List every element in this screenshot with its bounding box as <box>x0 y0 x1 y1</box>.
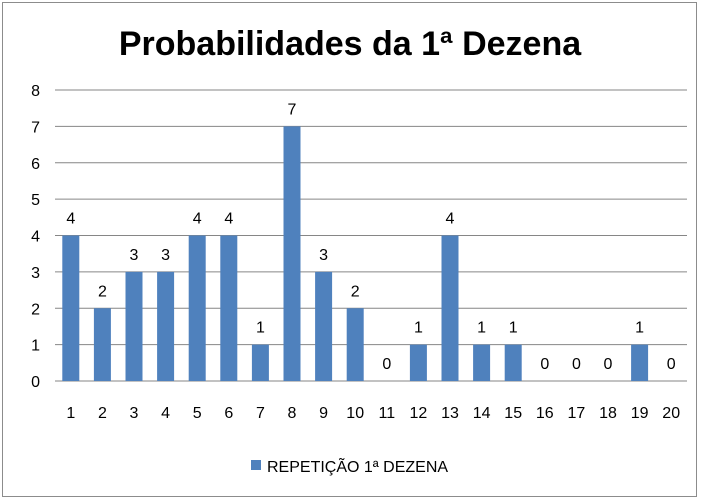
x-tick-label: 19 <box>631 405 649 422</box>
y-tick-label: 6 <box>31 156 40 173</box>
x-tick-label: 16 <box>536 405 554 422</box>
data-label: 1 <box>477 320 486 337</box>
legend-swatch <box>251 460 261 470</box>
data-label: 0 <box>540 356 549 373</box>
x-tick-label: 12 <box>410 405 428 422</box>
y-axis-ticks: 0 1 2 3 4 5 6 7 8 <box>31 83 40 391</box>
data-label: 1 <box>509 320 518 337</box>
data-label: 3 <box>130 247 139 264</box>
bars <box>62 126 649 381</box>
data-label: 3 <box>319 247 328 264</box>
x-tick-label: 18 <box>599 405 617 422</box>
data-label: 4 <box>446 211 455 228</box>
bar <box>157 271 175 381</box>
x-tick-label: 4 <box>161 405 170 422</box>
y-tick-label: 0 <box>31 374 40 391</box>
x-tick-label: 17 <box>568 405 586 422</box>
y-tick-label: 1 <box>31 338 40 355</box>
bar <box>251 344 269 381</box>
x-tick-label: 6 <box>224 405 233 422</box>
bar <box>93 308 111 381</box>
data-label: 3 <box>161 247 170 264</box>
y-tick-label: 4 <box>31 229 40 246</box>
x-tick-label: 20 <box>662 405 680 422</box>
x-tick-label: 15 <box>504 405 522 422</box>
bar <box>473 344 491 381</box>
data-label: 0 <box>604 356 613 373</box>
x-tick-label: 5 <box>193 405 202 422</box>
y-tick-label: 8 <box>31 83 40 100</box>
legend-label: REPETIÇÃO 1ª DEZENA <box>267 456 448 476</box>
data-label: 0 <box>572 356 581 373</box>
bar <box>220 235 238 381</box>
data-label: 2 <box>98 283 107 300</box>
data-label: 4 <box>193 211 202 228</box>
data-label: 7 <box>288 101 297 118</box>
legend: REPETIÇÃO 1ª DEZENA <box>251 456 448 476</box>
x-tick-label: 14 <box>473 405 491 422</box>
bar <box>409 344 427 381</box>
chart-frame <box>2 2 697 497</box>
y-tick-label: 3 <box>31 265 40 282</box>
chart-title: Probabilidades da 1ª Dezena <box>119 25 582 63</box>
x-tick-label: 11 <box>378 405 395 422</box>
x-tick-label: 1 <box>66 405 75 422</box>
x-axis-ticks: 1 2 3 4 5 6 7 8 9 10 11 12 13 14 15 16 17 18 19 20 <box>66 405 680 422</box>
data-label: 4 <box>66 211 75 228</box>
y-tick-label: 5 <box>31 192 40 209</box>
bar <box>283 126 301 381</box>
bar <box>315 271 333 381</box>
x-tick-label: 7 <box>256 405 265 422</box>
y-tick-label: 2 <box>31 301 40 318</box>
x-tick-label: 9 <box>319 405 328 422</box>
bar <box>504 344 522 381</box>
gridlines <box>55 89 687 382</box>
x-tick-label: 2 <box>98 405 107 422</box>
x-tick-label: 8 <box>288 405 297 422</box>
x-tick-label: 13 <box>441 405 459 422</box>
y-tick-label: 7 <box>31 119 40 136</box>
bar <box>441 235 459 381</box>
data-label: 1 <box>256 320 265 337</box>
bar <box>125 271 143 381</box>
x-tick-label: 3 <box>130 405 139 422</box>
data-label: 0 <box>382 356 391 373</box>
data-label: 0 <box>667 356 676 373</box>
data-label: 2 <box>351 283 360 300</box>
data-label: 1 <box>635 320 644 337</box>
bar <box>631 344 649 381</box>
bar <box>346 308 364 381</box>
data-labels: 4 2 3 3 4 4 1 7 3 2 0 1 4 1 1 0 0 0 1 0 <box>66 101 675 373</box>
x-tick-label: 10 <box>346 405 364 422</box>
data-label: 1 <box>414 320 423 337</box>
bar <box>188 235 206 381</box>
bar <box>62 235 80 381</box>
data-label: 4 <box>224 211 233 228</box>
